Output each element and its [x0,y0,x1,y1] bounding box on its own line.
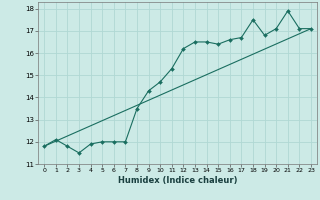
X-axis label: Humidex (Indice chaleur): Humidex (Indice chaleur) [118,176,237,185]
